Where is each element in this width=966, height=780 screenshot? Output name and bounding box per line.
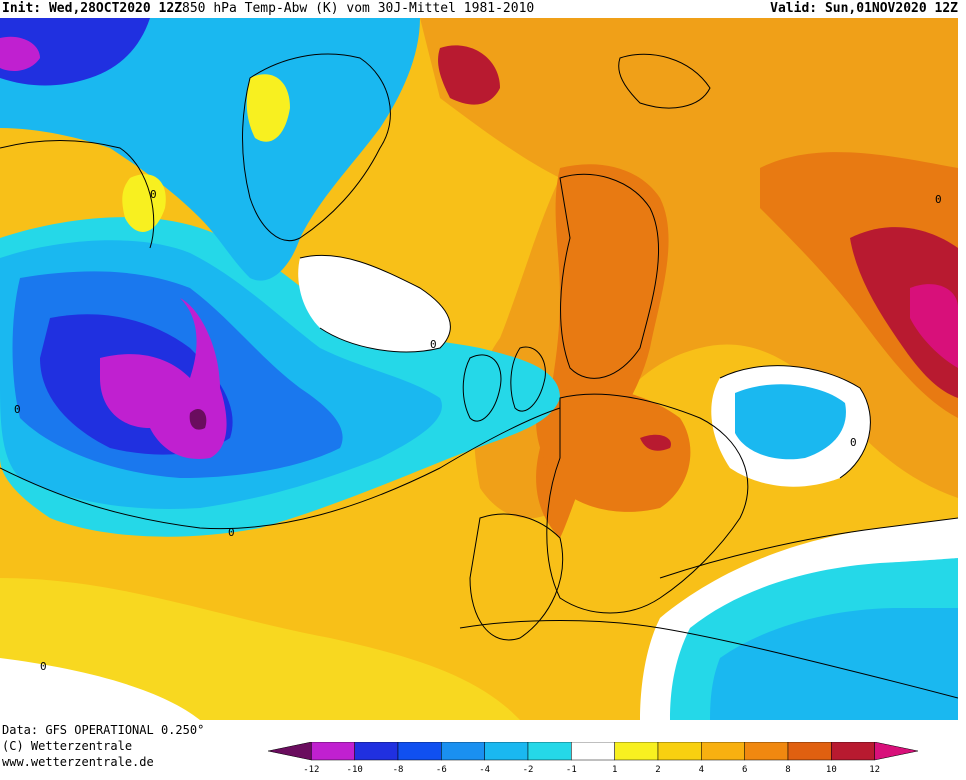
data-source: Data: GFS OPERATIONAL 0.250° <box>2 723 205 737</box>
legend-bin <box>311 742 355 761</box>
legend-tick-label: 8 <box>785 765 790 775</box>
legend-tick-label: -10 <box>347 765 363 775</box>
contour-label: 0 <box>228 526 235 539</box>
legend-tick-label: -1 <box>566 765 577 775</box>
coastline-scandinavia <box>559 173 660 379</box>
white-iceland <box>298 255 451 352</box>
legend-ticks: -12 -10 -8 -6 -4 -2 -1 1 2 4 6 8 10 12 <box>303 765 880 775</box>
coastline-north-africa <box>459 620 958 699</box>
init-label: Init: <box>2 1 42 16</box>
legend-bin <box>397 742 442 761</box>
coastline-novaya-zemlya <box>618 53 711 109</box>
legend-bin <box>657 742 702 761</box>
cold-canada-deep <box>0 36 40 71</box>
copyright: (C) Wetterzentrale <box>2 739 133 753</box>
zero-contour-iceland <box>299 254 451 353</box>
legend-tick-label: 2 <box>655 765 660 775</box>
map-title: 850 hPa Temp-Abw (K) vom 30J-Mittel 1981… <box>182 1 535 16</box>
init-info: Init: Wed,28OCT2020 12Z850 hPa Temp-Abw … <box>2 0 534 18</box>
contour-label: 0 <box>935 193 942 206</box>
yellow-band-south <box>0 578 520 720</box>
coastline-central-europe <box>546 393 749 614</box>
yellow-greenland <box>246 74 290 142</box>
contour-label: 0 <box>850 436 857 449</box>
legend-bin <box>571 742 615 761</box>
cold-black-sea <box>735 384 846 460</box>
contour-label: 0 <box>150 188 157 201</box>
legend-bin <box>614 742 659 761</box>
zero-contour-med <box>659 517 958 579</box>
legend-bins <box>267 742 919 761</box>
legend-bin <box>484 742 529 761</box>
zero-contour-balkans <box>719 365 871 479</box>
hot-russia <box>850 227 958 398</box>
legend-bin <box>441 742 485 761</box>
valid-label: Valid: <box>770 1 818 16</box>
anomaly-map: 0 0 0 0 0 0 0 <box>0 18 958 720</box>
valid-value: Sun,01NOV2020 12Z <box>824 1 958 16</box>
contour-label: 0 <box>14 403 21 416</box>
cold-greenland <box>0 18 420 281</box>
legend-tick-label: -4 <box>479 765 490 775</box>
yellow-labrador <box>122 174 166 232</box>
website-url: www.wetterzentrale.de <box>2 755 154 769</box>
cold-north-africa <box>710 608 958 720</box>
legend-bin <box>831 742 875 761</box>
coastline-british-isles <box>462 346 546 422</box>
legend-tick-label: 1 <box>612 765 617 775</box>
legend-tick-label: 4 <box>699 765 704 775</box>
contour-label: 0 <box>40 660 47 673</box>
cold-canada <box>0 18 150 86</box>
coastline-greenland <box>242 53 391 242</box>
cold-atlantic-extreme <box>189 408 207 430</box>
color-legend: -12 -10 -8 -6 -4 -2 -1 1 2 4 6 8 10 12 <box>267 742 919 775</box>
init-value: Wed,28OCT2020 12Z <box>48 1 183 16</box>
white-patch-sw <box>0 658 200 720</box>
header: Init: Wed,28OCT2020 12Z850 hPa Temp-Abw … <box>0 0 966 18</box>
legend-bin <box>874 742 919 761</box>
legend-tick-label: 6 <box>742 765 747 775</box>
very-hot-russia <box>910 284 958 368</box>
map-canvas: 0 0 0 0 0 0 0 <box>0 18 958 720</box>
legend-bin <box>527 742 572 761</box>
zero-contour-labrador <box>0 140 155 249</box>
zero-contour-atlantic <box>0 407 561 530</box>
legend-tick-label: 12 <box>869 765 880 775</box>
hot-alps <box>640 434 671 451</box>
contour-label: 0 <box>430 338 437 351</box>
legend-tick-label: 10 <box>826 765 837 775</box>
legend-bin <box>267 742 312 761</box>
valid-info: Valid: Sun,01NOV2020 12Z <box>770 0 958 18</box>
legend-bin <box>701 742 745 761</box>
legend-tick-label: -12 <box>303 765 319 775</box>
coastline-iberia <box>469 513 564 641</box>
legend-tick-label: -8 <box>393 765 404 775</box>
legend-tick-label: -6 <box>436 765 447 775</box>
legend-bin <box>744 742 789 761</box>
hot-greenland-sea <box>438 45 500 105</box>
legend-bin <box>787 742 832 761</box>
legend-bin <box>354 742 399 761</box>
legend-tick-label: -2 <box>523 765 534 775</box>
warm-central-europe <box>536 387 691 512</box>
